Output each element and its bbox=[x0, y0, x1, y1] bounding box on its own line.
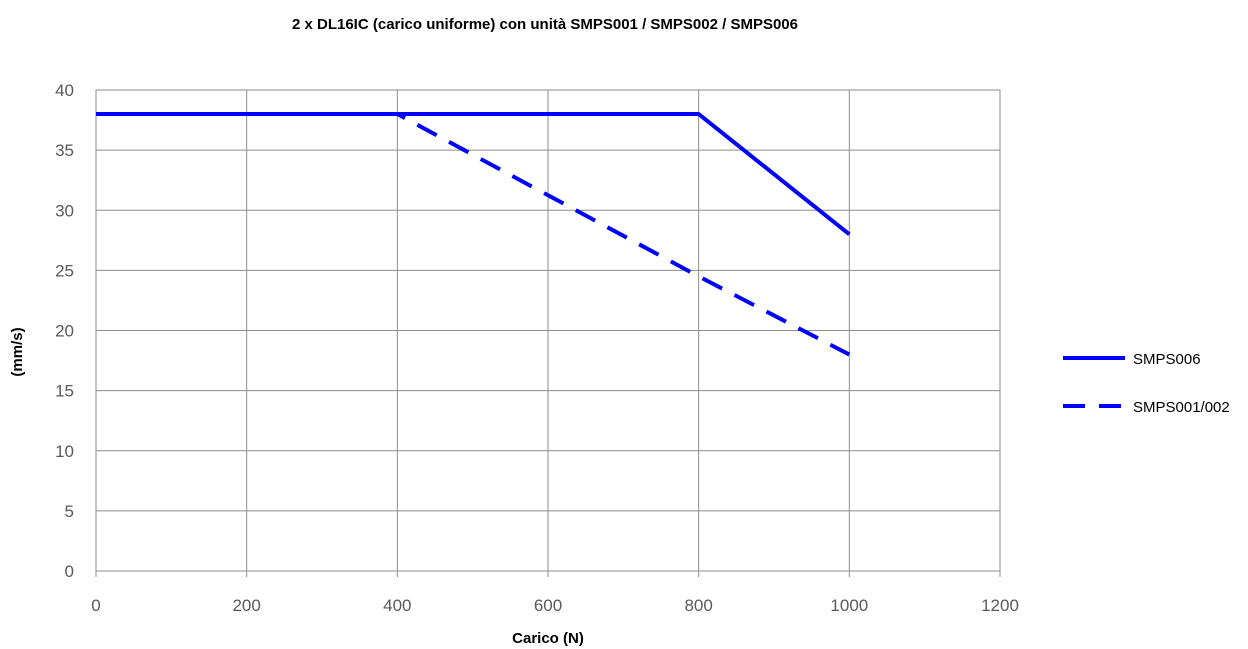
x-tick-label-1: 200 bbox=[232, 596, 260, 615]
chart-title: 2 x DL16IC (carico uniforme) con unità S… bbox=[291, 16, 798, 33]
x-tick-label-2: 400 bbox=[383, 596, 411, 615]
y-tick-label-7: 35 bbox=[55, 141, 74, 160]
series-lines bbox=[96, 112, 851, 357]
y-tick-label-2: 10 bbox=[55, 442, 74, 461]
x-tick-label-5: 1000 bbox=[830, 596, 868, 615]
y-axis-label: (mm/s) bbox=[9, 327, 26, 376]
y-tick-label-5: 25 bbox=[55, 261, 74, 280]
x-tick-label-3: 600 bbox=[534, 596, 562, 615]
y-tick-label-6: 30 bbox=[55, 201, 74, 220]
x-tick-label-0: 0 bbox=[91, 596, 100, 615]
x-tick-label-4: 800 bbox=[684, 596, 712, 615]
series-line-1 bbox=[96, 112, 851, 357]
y-tick-label-3: 15 bbox=[55, 382, 74, 401]
x-axis-label: Carico (N) bbox=[512, 630, 584, 647]
plot-area-border bbox=[95, 89, 1001, 572]
legend-label-0: SMPS006 bbox=[1133, 351, 1201, 368]
legend-label-1: SMPS001/002 bbox=[1133, 399, 1230, 416]
legend: SMPS006 SMPS001/002 bbox=[1063, 351, 1230, 416]
series-line-0 bbox=[96, 112, 851, 236]
y-axis-ticks: 0 5 10 15 20 25 30 35 40 bbox=[55, 81, 74, 581]
x-tick-label-6: 1200 bbox=[981, 596, 1019, 615]
grid-lines bbox=[95, 89, 1001, 577]
x-axis-ticks: 0 200 400 600 800 1000 1200 bbox=[91, 596, 1019, 615]
y-tick-label-4: 20 bbox=[55, 322, 74, 341]
y-tick-label-0: 0 bbox=[65, 562, 74, 581]
y-tick-label-1: 5 bbox=[65, 502, 74, 521]
y-tick-label-8: 40 bbox=[55, 81, 74, 100]
